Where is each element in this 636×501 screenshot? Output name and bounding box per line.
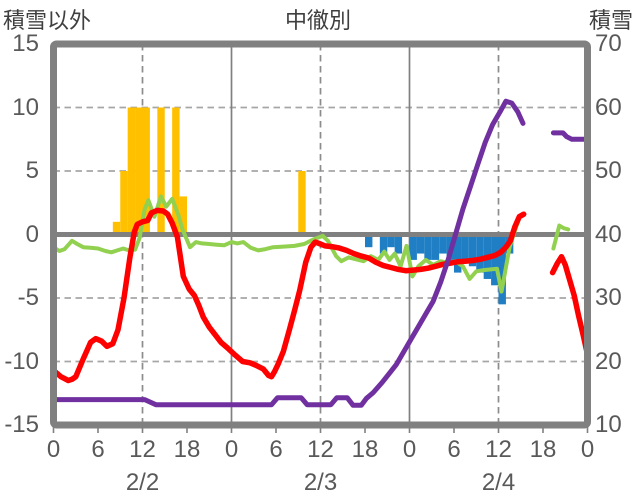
- bar: [468, 234, 477, 267]
- bar: [379, 234, 388, 254]
- bar: [365, 234, 373, 248]
- right-axis-tick-label: 50: [595, 157, 622, 184]
- bar: [454, 234, 462, 273]
- x-axis-tick-label: 0: [224, 436, 239, 463]
- x-axis-tick-label: 18: [351, 436, 379, 463]
- bars-snowfall-bars: [112, 107, 306, 235]
- left-axis-tick-label: 15: [12, 30, 39, 57]
- date-label: 2/4: [481, 469, 516, 496]
- bar: [172, 107, 180, 235]
- plot-frame: [50, 40, 591, 429]
- line-purple-line: [51, 98, 590, 408]
- bar: [461, 234, 469, 260]
- left-axis-tick-label: 0: [25, 220, 39, 248]
- x-axis-tick-label: 12: [307, 436, 334, 463]
- left-axis-tick-label: -10: [4, 347, 39, 375]
- right-axis-label: 積雪: [588, 8, 633, 33]
- x-axis-tick-label: 18: [173, 436, 201, 463]
- bar: [120, 171, 128, 235]
- x-axis-tick-label: 0: [46, 436, 61, 463]
- left-axis-tick-label: -5: [17, 284, 39, 311]
- bar: [298, 171, 306, 235]
- line-red-line: [50, 207, 590, 384]
- x-axis-tick-label: 12: [485, 436, 512, 463]
- right-axis-tick-label: 70: [595, 30, 622, 57]
- bar: [179, 196, 187, 235]
- chart-title: 中徹別: [284, 8, 352, 33]
- left-axis-tick-label: 5: [25, 157, 39, 184]
- x-axis-tick-label: 0: [402, 436, 417, 463]
- left-axis-label: 積雪以外: [3, 8, 92, 33]
- bar: [476, 234, 484, 273]
- bar: [142, 107, 150, 235]
- bar: [387, 234, 395, 248]
- bar: [135, 107, 143, 235]
- right-axis-tick-label: 60: [595, 93, 622, 121]
- right-axis-tick-label: 20: [595, 347, 622, 375]
- bar: [498, 234, 506, 305]
- right-axis-tick-label: 10: [595, 411, 622, 438]
- x-axis-tick-label: 6: [91, 436, 105, 463]
- bar: [394, 234, 403, 254]
- x-axis-tick-label: 12: [129, 436, 156, 463]
- x-axis-tick-label: 6: [447, 436, 461, 463]
- bar: [424, 234, 432, 260]
- left-axis-tick-label: -15: [4, 411, 39, 438]
- date-label: 2/2: [125, 469, 160, 496]
- bar: [127, 107, 136, 235]
- x-axis-tick-label: 0: [580, 436, 595, 463]
- x-axis-tick-label: 6: [269, 436, 283, 463]
- bar: [431, 234, 440, 260]
- bar: [416, 234, 425, 254]
- bar: [439, 234, 447, 254]
- bar: [157, 107, 165, 235]
- right-axis-tick-label: 40: [595, 220, 622, 248]
- bar: [491, 234, 499, 286]
- bar: [112, 221, 121, 235]
- date-label: 2/3: [303, 469, 338, 496]
- x-axis-tick-label: 18: [529, 436, 557, 463]
- bar: [409, 234, 417, 260]
- left-axis-tick-label: 10: [12, 93, 39, 121]
- right-axis-tick-label: 30: [595, 284, 622, 311]
